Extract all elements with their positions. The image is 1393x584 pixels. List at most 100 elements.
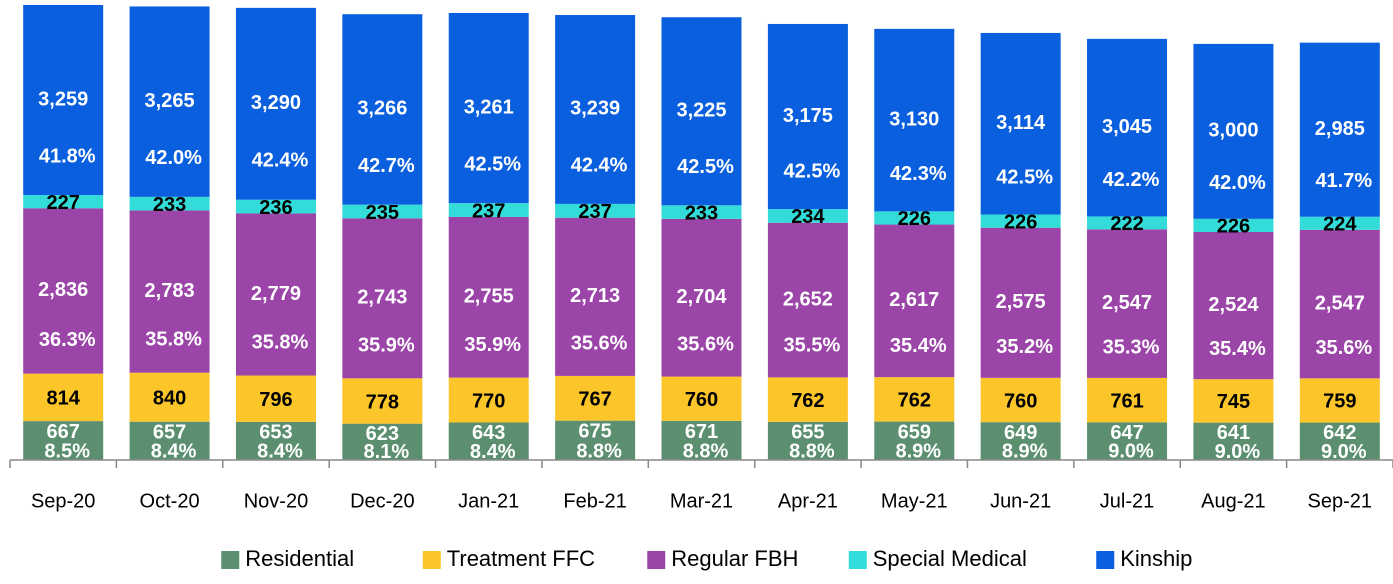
- bar-segment: [980, 32, 1061, 215]
- percent-label: 35.6%: [1315, 337, 1372, 359]
- percent-label: 42.5%: [784, 160, 841, 182]
- value-label: 3,261: [464, 96, 514, 118]
- value-label: 642: [1323, 422, 1356, 444]
- value-label: 767: [578, 389, 611, 411]
- bar-segment: [235, 7, 316, 200]
- x-tick-label: Sep-21: [1308, 490, 1373, 512]
- value-label: 641: [1217, 422, 1250, 444]
- value-label: 2,836: [38, 279, 88, 301]
- percent-label: 35.6%: [571, 333, 628, 355]
- bar-segment: [555, 203, 636, 218]
- value-label: 3,225: [676, 100, 726, 122]
- value-label: 222: [1110, 213, 1143, 235]
- percent-label: 8.8%: [683, 440, 729, 462]
- bar-segment: [874, 28, 955, 212]
- percent-label: 8.1%: [364, 441, 410, 463]
- x-tick-label: Dec-20: [350, 490, 414, 512]
- value-label: 237: [472, 200, 505, 222]
- value-label: 778: [366, 391, 399, 413]
- value-label: 2,985: [1315, 118, 1365, 140]
- bar-segment: [23, 195, 104, 209]
- percent-label: 42.4%: [252, 150, 309, 172]
- percent-label: 42.7%: [358, 155, 415, 177]
- bar-segment: [980, 227, 1061, 378]
- value-label: 653: [259, 422, 292, 444]
- value-label: 814: [47, 388, 81, 410]
- percent-label: 42.0%: [145, 147, 202, 169]
- bar-segment: [1299, 42, 1380, 217]
- bar-segment: [129, 196, 210, 211]
- value-label: 762: [898, 390, 931, 412]
- value-label: 643: [472, 422, 505, 444]
- percent-label: 42.4%: [571, 154, 628, 176]
- value-label: 3,130: [889, 108, 939, 130]
- percent-label: 9.0%: [1215, 441, 1261, 463]
- bar-segment: [874, 421, 955, 460]
- value-label: 2,547: [1102, 292, 1152, 314]
- percent-label: 42.5%: [464, 153, 521, 175]
- value-label: 2,524: [1208, 294, 1259, 316]
- value-label: 659: [898, 421, 931, 443]
- bar-segment: [1087, 229, 1168, 378]
- bar-segment: [342, 378, 423, 424]
- value-label: 227: [47, 192, 80, 214]
- bar-segment: [767, 377, 848, 422]
- bar-segment: [448, 216, 529, 378]
- percent-label: 35.8%: [252, 331, 309, 353]
- percent-label: 9.0%: [1108, 441, 1154, 463]
- x-tick-label: Jul-21: [1100, 490, 1154, 512]
- bar-segment: [342, 218, 423, 379]
- x-tick-label: Aug-21: [1201, 490, 1266, 512]
- bar-segment: [980, 377, 1061, 423]
- x-tick-label: Sep-20: [31, 490, 96, 512]
- bar-segment: [235, 375, 316, 422]
- value-label: 623: [366, 423, 399, 445]
- percent-label: 9.0%: [1321, 441, 1367, 463]
- bar-segment: [980, 422, 1061, 460]
- value-label: 3,114: [996, 112, 1046, 134]
- value-label: 3,000: [1208, 120, 1258, 142]
- bar-segment: [129, 210, 210, 373]
- bar-segment: [342, 14, 423, 205]
- bar-segment: [1299, 229, 1380, 379]
- value-label: 671: [685, 421, 718, 443]
- bar-segment: [1299, 216, 1380, 230]
- legend-swatch: [221, 551, 240, 569]
- bar-segment: [874, 211, 955, 225]
- value-label: 840: [153, 387, 186, 409]
- value-label: 2,779: [251, 283, 301, 305]
- percent-label: 8.9%: [895, 441, 941, 463]
- legend-swatch: [647, 551, 666, 569]
- legend-label: Special Medical: [873, 546, 1027, 571]
- value-label: 762: [791, 390, 824, 412]
- bar-segment: [129, 421, 210, 460]
- bar-segment: [23, 208, 104, 374]
- value-label: 226: [1004, 211, 1037, 233]
- bar-segment: [555, 217, 636, 376]
- percent-label: 8.9%: [1002, 441, 1048, 463]
- value-label: 649: [1004, 422, 1037, 444]
- bar-segment: [342, 423, 423, 460]
- bar-segment: [1087, 422, 1168, 460]
- bar-segment: [1087, 216, 1168, 230]
- legend-label: Kinship: [1120, 546, 1192, 571]
- value-label: 2,755: [464, 286, 514, 308]
- percent-label: 35.8%: [145, 329, 202, 351]
- percent-label: 42.5%: [996, 166, 1053, 188]
- value-label: 2,547: [1315, 292, 1365, 314]
- value-label: 2,704: [676, 286, 727, 308]
- bar-segment: [448, 422, 529, 460]
- percent-label: 8.8%: [576, 440, 622, 462]
- bar-segment: [661, 420, 742, 460]
- bar-segment: [980, 214, 1061, 228]
- percent-label: 35.3%: [1103, 336, 1160, 358]
- value-label: 3,265: [145, 90, 195, 112]
- legend-label: Residential: [245, 546, 354, 571]
- bar-segment: [661, 17, 742, 206]
- bar-segment: [1193, 218, 1274, 233]
- percent-label: 8.8%: [789, 441, 835, 463]
- percent-label: 8.5%: [44, 441, 90, 463]
- value-label: 3,239: [570, 98, 620, 120]
- legend-swatch: [422, 551, 441, 569]
